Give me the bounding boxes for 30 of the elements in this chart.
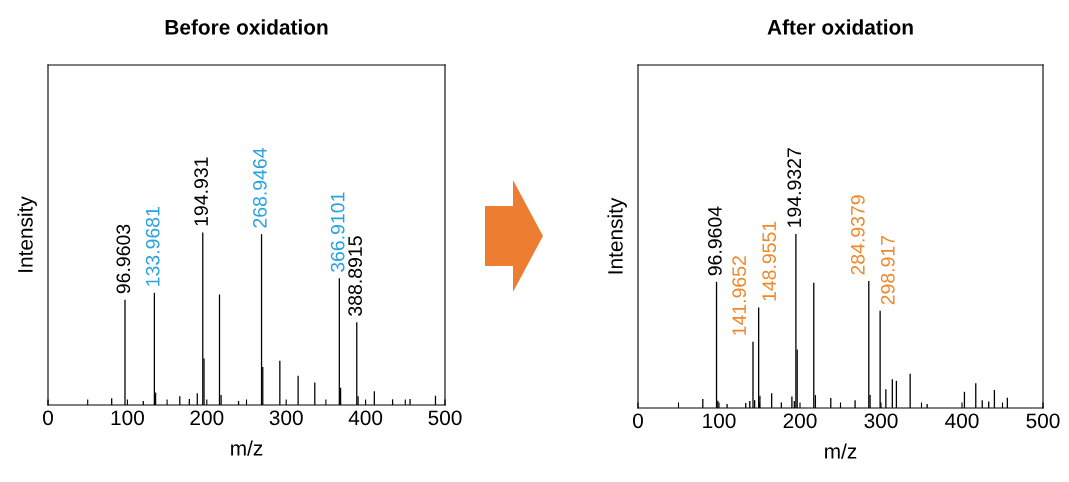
chart-title: Before oxidation	[165, 19, 328, 35]
chart-title: After oxidation	[767, 19, 913, 35]
x-axis-title: m/z	[231, 440, 263, 456]
annotation: 133.9681	[145, 207, 160, 286]
x-tick-label: 500	[428, 410, 462, 426]
annotation: 141.9652	[732, 256, 747, 335]
x-tick-label: 0	[43, 410, 53, 426]
x-tick-label: 200	[190, 410, 224, 426]
x-tick-label: 200	[783, 413, 817, 429]
annotation: 388.8915	[348, 236, 362, 316]
y-axis-title: Intensity	[607, 197, 627, 274]
annotation: 96.9603	[116, 224, 131, 294]
annotation: 268.9464	[252, 148, 267, 228]
x-tick-label: 300	[269, 410, 303, 426]
annotation: 366.9101	[330, 192, 345, 273]
x-tick-label: 400	[348, 410, 383, 426]
x-tick-label: 500	[1026, 413, 1060, 429]
x-tick-label: 300	[864, 413, 898, 429]
annotation: 148.9551	[762, 221, 777, 301]
annotation: 96.9604	[707, 206, 722, 276]
y-axis-title: Intensity	[17, 196, 37, 272]
annotation: 194.931	[194, 157, 208, 226]
annotation: 194.9327	[787, 148, 802, 227]
x-tick-label: 0	[633, 413, 643, 429]
x-tick-label: 400	[945, 413, 979, 429]
x-axis-title: m/z	[825, 443, 857, 459]
annotation: 298.917	[880, 235, 895, 305]
annotation: 284.9379	[850, 195, 865, 275]
x-tick-label: 100	[703, 413, 736, 429]
x-tick-label: 100	[111, 410, 144, 426]
